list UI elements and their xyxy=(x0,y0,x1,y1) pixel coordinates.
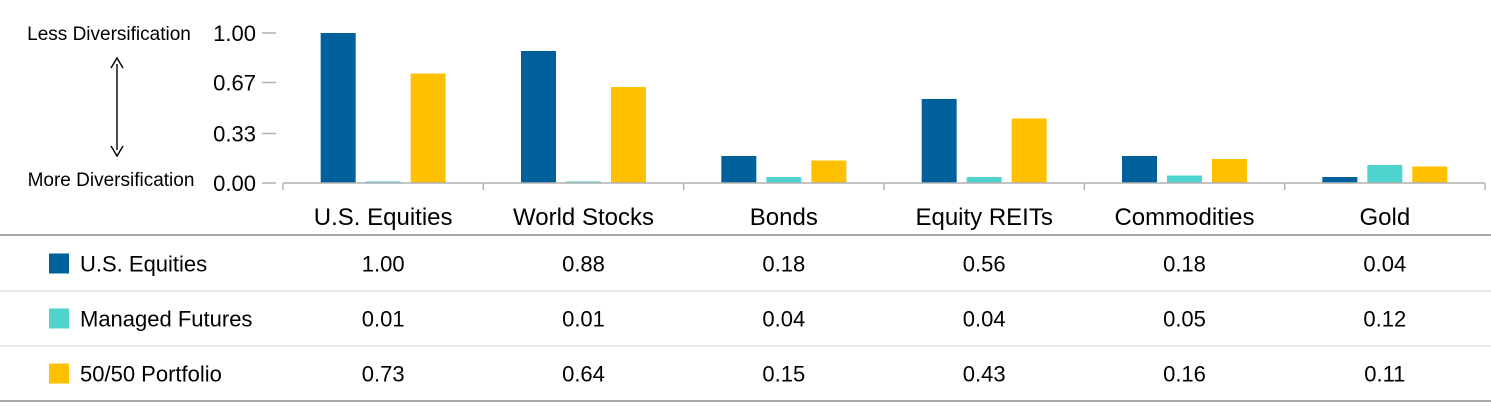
table-cell: 0.18 xyxy=(1163,252,1206,277)
bar-managed-futures-gold xyxy=(1367,165,1403,183)
table-cell: 1.00 xyxy=(362,252,405,277)
x-tick-label: Equity REITs xyxy=(915,204,1052,231)
bar-u-s-equities-equity-reits xyxy=(921,99,957,183)
table-cell: 0.73 xyxy=(362,362,405,387)
table-row: U.S. Equities 1.00 0.88 0.18 0.56 0.18 0.04 xyxy=(49,252,1406,277)
legend-label: 50/50 Portfolio xyxy=(80,362,222,387)
table-cell: 0.43 xyxy=(963,362,1006,387)
x-axis-labels: U.S. Equities World Stocks Bonds Equity REI… xyxy=(314,204,1410,231)
x-tick-label: Gold xyxy=(1359,204,1410,231)
table-cell: 0.12 xyxy=(1363,307,1406,332)
bar-u-s-equities-bonds xyxy=(721,156,757,183)
data-table: U.S. Equities 1.00 0.88 0.18 0.56 0.18 0.04Man… xyxy=(0,234,1491,402)
table-cell: 0.05 xyxy=(1163,307,1206,332)
bar-50-50-portfolio-commodities xyxy=(1212,159,1247,183)
arrow-down-icon xyxy=(110,145,124,158)
bars xyxy=(320,33,1448,183)
y-tick-label: 0.33 xyxy=(213,122,256,147)
table-cell: 0.18 xyxy=(762,252,805,277)
legend-label: U.S. Equities xyxy=(80,252,207,277)
arrow-up-icon xyxy=(110,56,124,69)
table-cell: 0.04 xyxy=(963,307,1006,332)
bar-50-50-portfolio-u-s-equities xyxy=(410,73,446,183)
table-row: 50/50 Portfolio 0.73 0.64 0.15 0.43 0.16 0.11 xyxy=(49,362,1405,387)
legend-swatch xyxy=(49,363,69,384)
table-cell: 0.01 xyxy=(562,307,605,332)
bar-50-50-portfolio-equity-reits xyxy=(1011,118,1047,183)
x-tick-label: U.S. Equities xyxy=(314,204,453,231)
bar-50-50-portfolio-gold xyxy=(1412,166,1448,183)
table-cell: 0.04 xyxy=(1363,252,1406,277)
table-cell: 0.04 xyxy=(762,307,805,332)
table-cell: 0.88 xyxy=(562,252,605,277)
y-tick-label: 0.67 xyxy=(213,71,256,96)
x-tick-label: Commodities xyxy=(1114,204,1254,231)
bar-50-50-portfolio-world-stocks xyxy=(611,87,646,183)
y-tick-label: 1.00 xyxy=(213,21,256,46)
more-diversification-label: More Diversification xyxy=(28,170,195,191)
less-diversification-label: Less Diversification xyxy=(27,24,191,45)
y-tick-label: 0.00 xyxy=(213,171,256,196)
bar-managed-futures-equity-reits xyxy=(966,177,1002,183)
table-cell: 0.56 xyxy=(963,252,1006,277)
legend-swatch xyxy=(49,308,69,329)
bar-managed-futures-commodities xyxy=(1167,175,1202,183)
bar-50-50-portfolio-bonds xyxy=(811,160,847,183)
bar-u-s-equities-gold xyxy=(1322,177,1358,183)
table-row: Managed Futures 0.01 0.01 0.04 0.04 0.05 0.12 xyxy=(49,307,1406,332)
table-cell: 0.11 xyxy=(1364,362,1405,387)
bar-u-s-equities-u-s-equities xyxy=(320,33,356,183)
x-axis-ticks xyxy=(282,183,1486,190)
legend-swatch xyxy=(49,253,69,274)
bar-managed-futures-bonds xyxy=(766,177,802,183)
x-tick-label: Bonds xyxy=(750,204,818,231)
table-cell: 0.01 xyxy=(362,307,405,332)
y-axis: 0.00 0.33 0.67 1.00 xyxy=(213,21,276,196)
table-cell: 0.64 xyxy=(562,362,605,387)
table-cell: 0.15 xyxy=(762,362,805,387)
x-tick-label: World Stocks xyxy=(513,204,654,231)
bar-u-s-equities-commodities xyxy=(1122,156,1157,183)
table-cell: 0.16 xyxy=(1163,362,1206,387)
legend-label: Managed Futures xyxy=(80,307,252,332)
bar-u-s-equities-world-stocks xyxy=(521,51,556,183)
